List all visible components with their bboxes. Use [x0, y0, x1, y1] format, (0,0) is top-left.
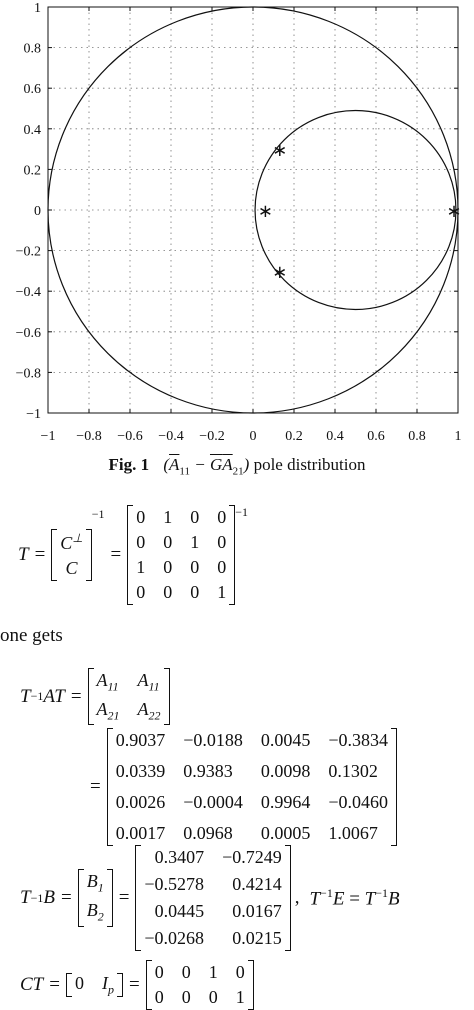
TB-matrix-cell: 0.3407: [154, 847, 205, 867]
pole-point: ∗: [258, 201, 273, 222]
x-tick-label: 0.8: [408, 429, 426, 444]
TAT-matrix-cell: 0.9383: [183, 761, 233, 781]
y-tick-label: −0.2: [16, 245, 41, 260]
y-tick-label: −0.4: [16, 285, 41, 300]
TB-matrix-cell: −0.7249: [222, 847, 282, 867]
x-tick-label: 0.4: [326, 429, 344, 444]
x-tick-label: −0.2: [199, 429, 224, 444]
TB-matrix: 0.3407 −0.7249 −0.5278 0.4214 0.0445 0.0167 −0…: [135, 845, 292, 951]
T-matrix-cell: 1: [190, 532, 200, 552]
TB-matrix-cell: −0.5278: [144, 874, 205, 894]
x-tick-label: 1: [455, 429, 462, 444]
T-matrix-cell: 1: [163, 507, 173, 527]
TAT-matrix-cell: 0.0098: [260, 761, 311, 781]
T-matrix-cell: 0: [163, 582, 173, 602]
block-matrix: A11 A11 A21 A22: [87, 668, 170, 726]
TAT-matrix-cell: 0.0045: [260, 730, 311, 750]
y-tick-label: −0.8: [16, 366, 41, 381]
TAT-matrix-cell: 0.9964: [260, 792, 311, 812]
y-tick-label: 0.6: [24, 82, 42, 97]
x-tick-label: 0.2: [285, 429, 303, 444]
equation-TAT-values: = 0.9037 −0.0188 0.0045 −0.3834 0.0339 0.9383…: [84, 728, 398, 846]
y-tick-label: 0.4: [24, 123, 42, 138]
CT-matrix-cell: 1: [208, 962, 218, 982]
CT-matrix-cell: 1: [235, 987, 245, 1007]
pole-circle: [254, 109, 457, 311]
T-matrix-cell: 0: [190, 582, 200, 602]
pole-distribution-plot: −1 −0.8 −0.6 −0.4 −0.2 0 0.2 0.4 0.6 0.8 1 1 0.8 0.6 0…: [16, 1, 462, 444]
CT-matrix-cell: 0: [181, 987, 191, 1007]
unit-circle: [47, 6, 459, 414]
pole-point: ∗: [272, 140, 287, 161]
x-tick-label: −0.6: [117, 429, 142, 444]
T-matrix-cell: 1: [217, 582, 227, 602]
x-tick-label: 0.6: [367, 429, 385, 444]
B-block-matrix: B1 B2: [77, 869, 113, 927]
CT-block: 0 Ip: [65, 972, 123, 998]
T-matrix-cell: 0: [190, 507, 200, 527]
T-matrix-cell: 0: [217, 507, 227, 527]
CT-matrix-cell: 0: [208, 987, 218, 1007]
y-tick-label: −0.6: [16, 326, 41, 341]
x-tick-label: 0: [250, 429, 257, 444]
caption-text: pole distribution: [253, 455, 366, 474]
TAT-matrix-cell: 0.1302: [328, 761, 378, 781]
T-matrix-cell: 0: [190, 557, 200, 577]
TAT-matrix-cell: −0.0460: [328, 792, 389, 812]
y-tick-label: −1: [26, 407, 41, 422]
T-matrix-cell: 0: [217, 532, 227, 552]
T-matrix-cell: 0: [163, 532, 173, 552]
y-tick-label: 0: [34, 204, 41, 219]
TB-matrix-cell: −0.0268: [144, 928, 205, 948]
TAT-matrix-cell: −0.3834: [328, 730, 389, 750]
y-tick-label: 0.8: [24, 42, 42, 57]
CT-matrix-cell: 0: [154, 987, 164, 1007]
TAT-matrix-cell: 0.0017: [115, 823, 166, 843]
equation-TAT: T −1 AT = A11 A11 A21 A22: [20, 668, 170, 726]
TAT-matrix-cell: 0.0968: [183, 823, 233, 843]
caption-math: (A11 − GA21): [163, 455, 250, 478]
TAT-matrix: 0.9037 −0.0188 0.0045 −0.3834 0.0339 0.9383 0.…: [106, 728, 398, 846]
TAT-matrix-cell: −0.0188: [183, 730, 243, 750]
TB-matrix-cell: 0.0445: [154, 901, 205, 921]
T-matrix-cell: 1: [136, 557, 146, 577]
one-gets-text: one gets: [0, 625, 63, 646]
CT-matrix-cell: 0: [181, 962, 191, 982]
CT-matrix-cell: 0: [235, 962, 245, 982]
figure-label: Fig. 1: [108, 455, 150, 474]
figure-caption: Fig. 1 (A11 − GA21) pole distribution: [0, 455, 474, 477]
TAT-matrix-cell: 0.9037: [115, 730, 166, 750]
TB-matrix-cell: 0.0167: [232, 901, 282, 921]
equation-TB: T −1 B = B1 B2 = 0.3407 −0.7249 −0.5278 0.4214…: [20, 845, 400, 951]
pole-point: ∗: [272, 262, 287, 283]
T-matrix-cell: 0: [136, 507, 146, 527]
T-matrix-cell: 0: [217, 557, 227, 577]
pole-point: ∗: [446, 201, 461, 222]
CT-matrix-cell: 0: [154, 962, 164, 982]
x-tick-label: −0.4: [158, 429, 183, 444]
TAT-matrix-cell: 0.0005: [260, 823, 311, 843]
T-matrix-cell: 0: [163, 557, 173, 577]
TB-matrix-cell: 0.4214: [232, 874, 282, 894]
x-tick-label: −1: [41, 429, 56, 444]
TAT-matrix-cell: 0.0339: [115, 761, 166, 781]
T-matrix-cell: 0: [136, 532, 146, 552]
TAT-matrix-cell: 1.0067: [328, 823, 378, 843]
y-tick-label: 1: [34, 1, 41, 16]
c-stack-matrix: C⊥ C: [51, 529, 93, 581]
TB-matrix-cell: 0.0215: [232, 928, 282, 948]
y-tick-label: 0.2: [24, 163, 42, 178]
x-tick-label: −0.8: [76, 429, 101, 444]
TAT-matrix-cell: −0.0004: [183, 792, 243, 812]
T-matrix-cell: 0: [136, 582, 146, 602]
TAT-matrix-cell: 0.0026: [115, 792, 166, 812]
